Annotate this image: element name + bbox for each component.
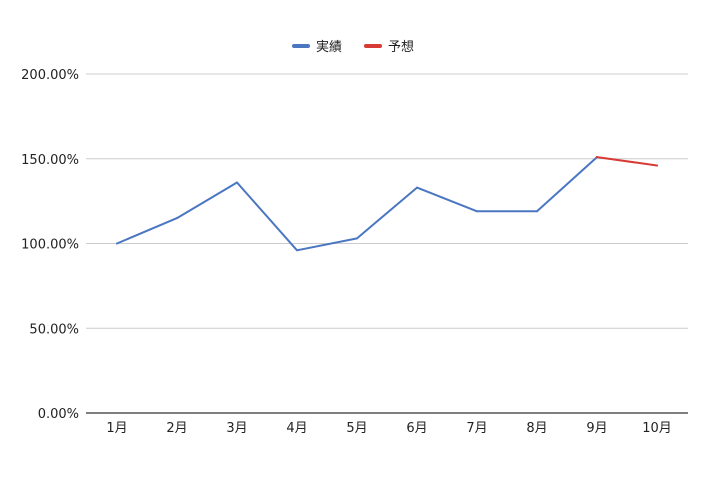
gridlines [86,73,688,414]
data-point [596,156,598,159]
x-tick-label: 5月 [346,421,367,436]
legend-label: 実績 [316,39,342,55]
x-tick-label: 6月 [406,421,427,436]
data-point [356,237,358,240]
legend-label: 予想 [388,39,414,55]
y-tick-label: 0.00% [38,407,79,422]
x-tick-label: 9月 [586,421,607,436]
y-tick-label: 50.00% [29,322,79,337]
x-tick-label: 4月 [286,421,307,436]
x-tick-label: 7月 [466,421,487,436]
series-line [596,156,658,167]
x-tick-label: 8月 [526,421,547,436]
y-axis-tick-labels: 0.00% 50.00% 100.00% 150.00% 200.00% [21,68,79,422]
x-axis-tick-labels: 1月 2月 3月 4月 5月 6月 7月 8月 9月 10月 [106,421,671,436]
series-line [116,156,598,252]
data-point [296,249,298,252]
y-tick-label: 100.00% [21,238,79,253]
data-point [236,181,238,184]
series-lines [116,156,658,252]
data-point [176,217,178,220]
x-tick-label: 1月 [106,421,127,436]
x-tick-label: 2月 [166,421,187,436]
data-point [476,210,478,213]
y-tick-label: 150.00% [21,153,79,168]
data-point [116,242,118,245]
data-point [656,164,658,167]
y-tick-label: 200.00% [21,68,79,83]
x-tick-label: 10月 [642,421,672,436]
legend: 実績 予想 [292,39,414,55]
data-point [416,186,418,189]
x-tick-label: 3月 [226,421,247,436]
data-point [536,210,538,213]
